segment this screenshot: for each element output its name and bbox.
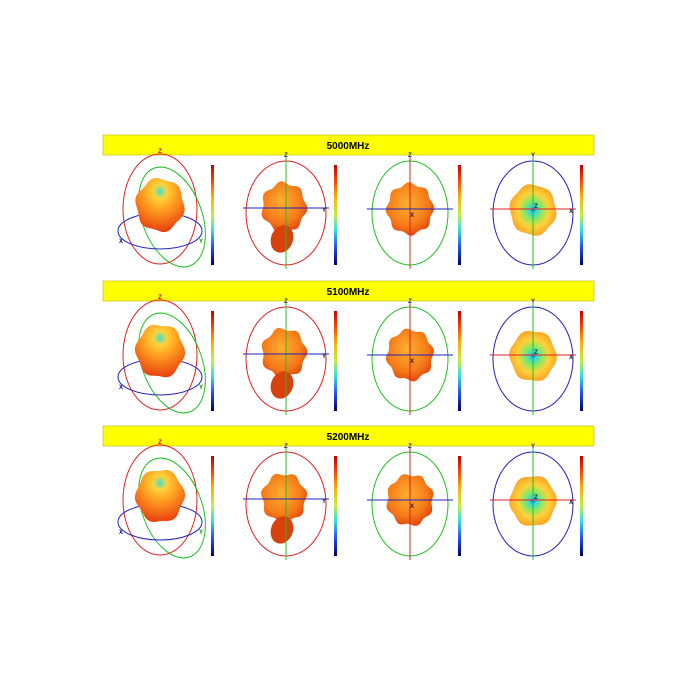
axis-label: Y — [531, 444, 535, 450]
axis-label: Z — [284, 299, 288, 305]
axis-label: Y — [322, 208, 326, 214]
color-bar — [334, 456, 337, 556]
pattern-cut — [122, 153, 198, 265]
color-bar — [334, 311, 337, 411]
pattern-lobe — [270, 371, 294, 399]
axis-label: Z — [534, 204, 538, 210]
color-bar — [211, 165, 214, 265]
axis-label: Z — [158, 440, 162, 446]
axis-label: Y — [322, 354, 326, 360]
axis-label: Y — [531, 153, 535, 159]
axis-label: X — [119, 239, 123, 245]
pattern-3d — [134, 324, 186, 378]
axis-label: Y — [199, 530, 203, 536]
axis-label: Z — [158, 149, 162, 155]
axis-label: X — [410, 504, 414, 510]
section-title: 5200MHz — [327, 432, 370, 443]
pattern-lobe — [270, 516, 294, 544]
color-bar — [580, 456, 583, 556]
color-bar — [580, 311, 583, 411]
axis-label: Z — [534, 495, 538, 501]
axis-label: Y — [322, 499, 326, 505]
section-header — [102, 134, 595, 156]
pattern-cut — [122, 299, 198, 411]
color-bar — [211, 456, 214, 556]
section-header — [102, 425, 595, 447]
axis-label: X — [569, 500, 573, 506]
axis-label: X — [119, 385, 123, 391]
color-bar — [458, 165, 461, 265]
axis-label: X — [119, 530, 123, 536]
color-bar — [334, 165, 337, 265]
axis-label: Y — [531, 299, 535, 305]
axis-label: Z — [284, 444, 288, 450]
section-header — [102, 280, 595, 302]
pattern-section: 5000MHz Z X Y Z Y Z X Y Z X — [102, 134, 595, 269]
pattern-side — [261, 181, 308, 232]
pattern-section: 5100MHz Z X Y Z Y Z X Y Z X — [102, 280, 595, 415]
color-bar — [580, 165, 583, 265]
axis-label: Z — [158, 295, 162, 301]
pattern-side — [261, 328, 308, 379]
pattern-3d — [135, 177, 185, 233]
pattern-cut — [138, 166, 206, 268]
pattern-section: 5200MHz Z X Y Z Y Z X Y Z X — [102, 425, 595, 560]
axis-label: Z — [534, 350, 538, 356]
axis-label: Y — [199, 385, 203, 391]
color-bar — [458, 311, 461, 411]
color-bar — [211, 311, 214, 411]
axis-label: Z — [408, 299, 412, 305]
axis-label: Z — [408, 153, 412, 159]
axis-label: X — [569, 355, 573, 361]
section-title: 5000MHz — [327, 141, 370, 152]
pattern-cut — [138, 457, 206, 559]
color-bar — [458, 456, 461, 556]
pattern-cut — [122, 444, 198, 556]
pattern-3d — [134, 470, 186, 522]
axis-label: X — [569, 209, 573, 215]
axis-label: Y — [199, 239, 203, 245]
pattern-cut — [138, 312, 206, 414]
axis-label: Z — [408, 444, 412, 450]
axis-label: X — [410, 213, 414, 219]
pattern-lobe — [270, 225, 294, 253]
axis-label: X — [410, 359, 414, 365]
axis-label: Z — [284, 153, 288, 159]
section-title: 5100MHz — [327, 287, 370, 298]
